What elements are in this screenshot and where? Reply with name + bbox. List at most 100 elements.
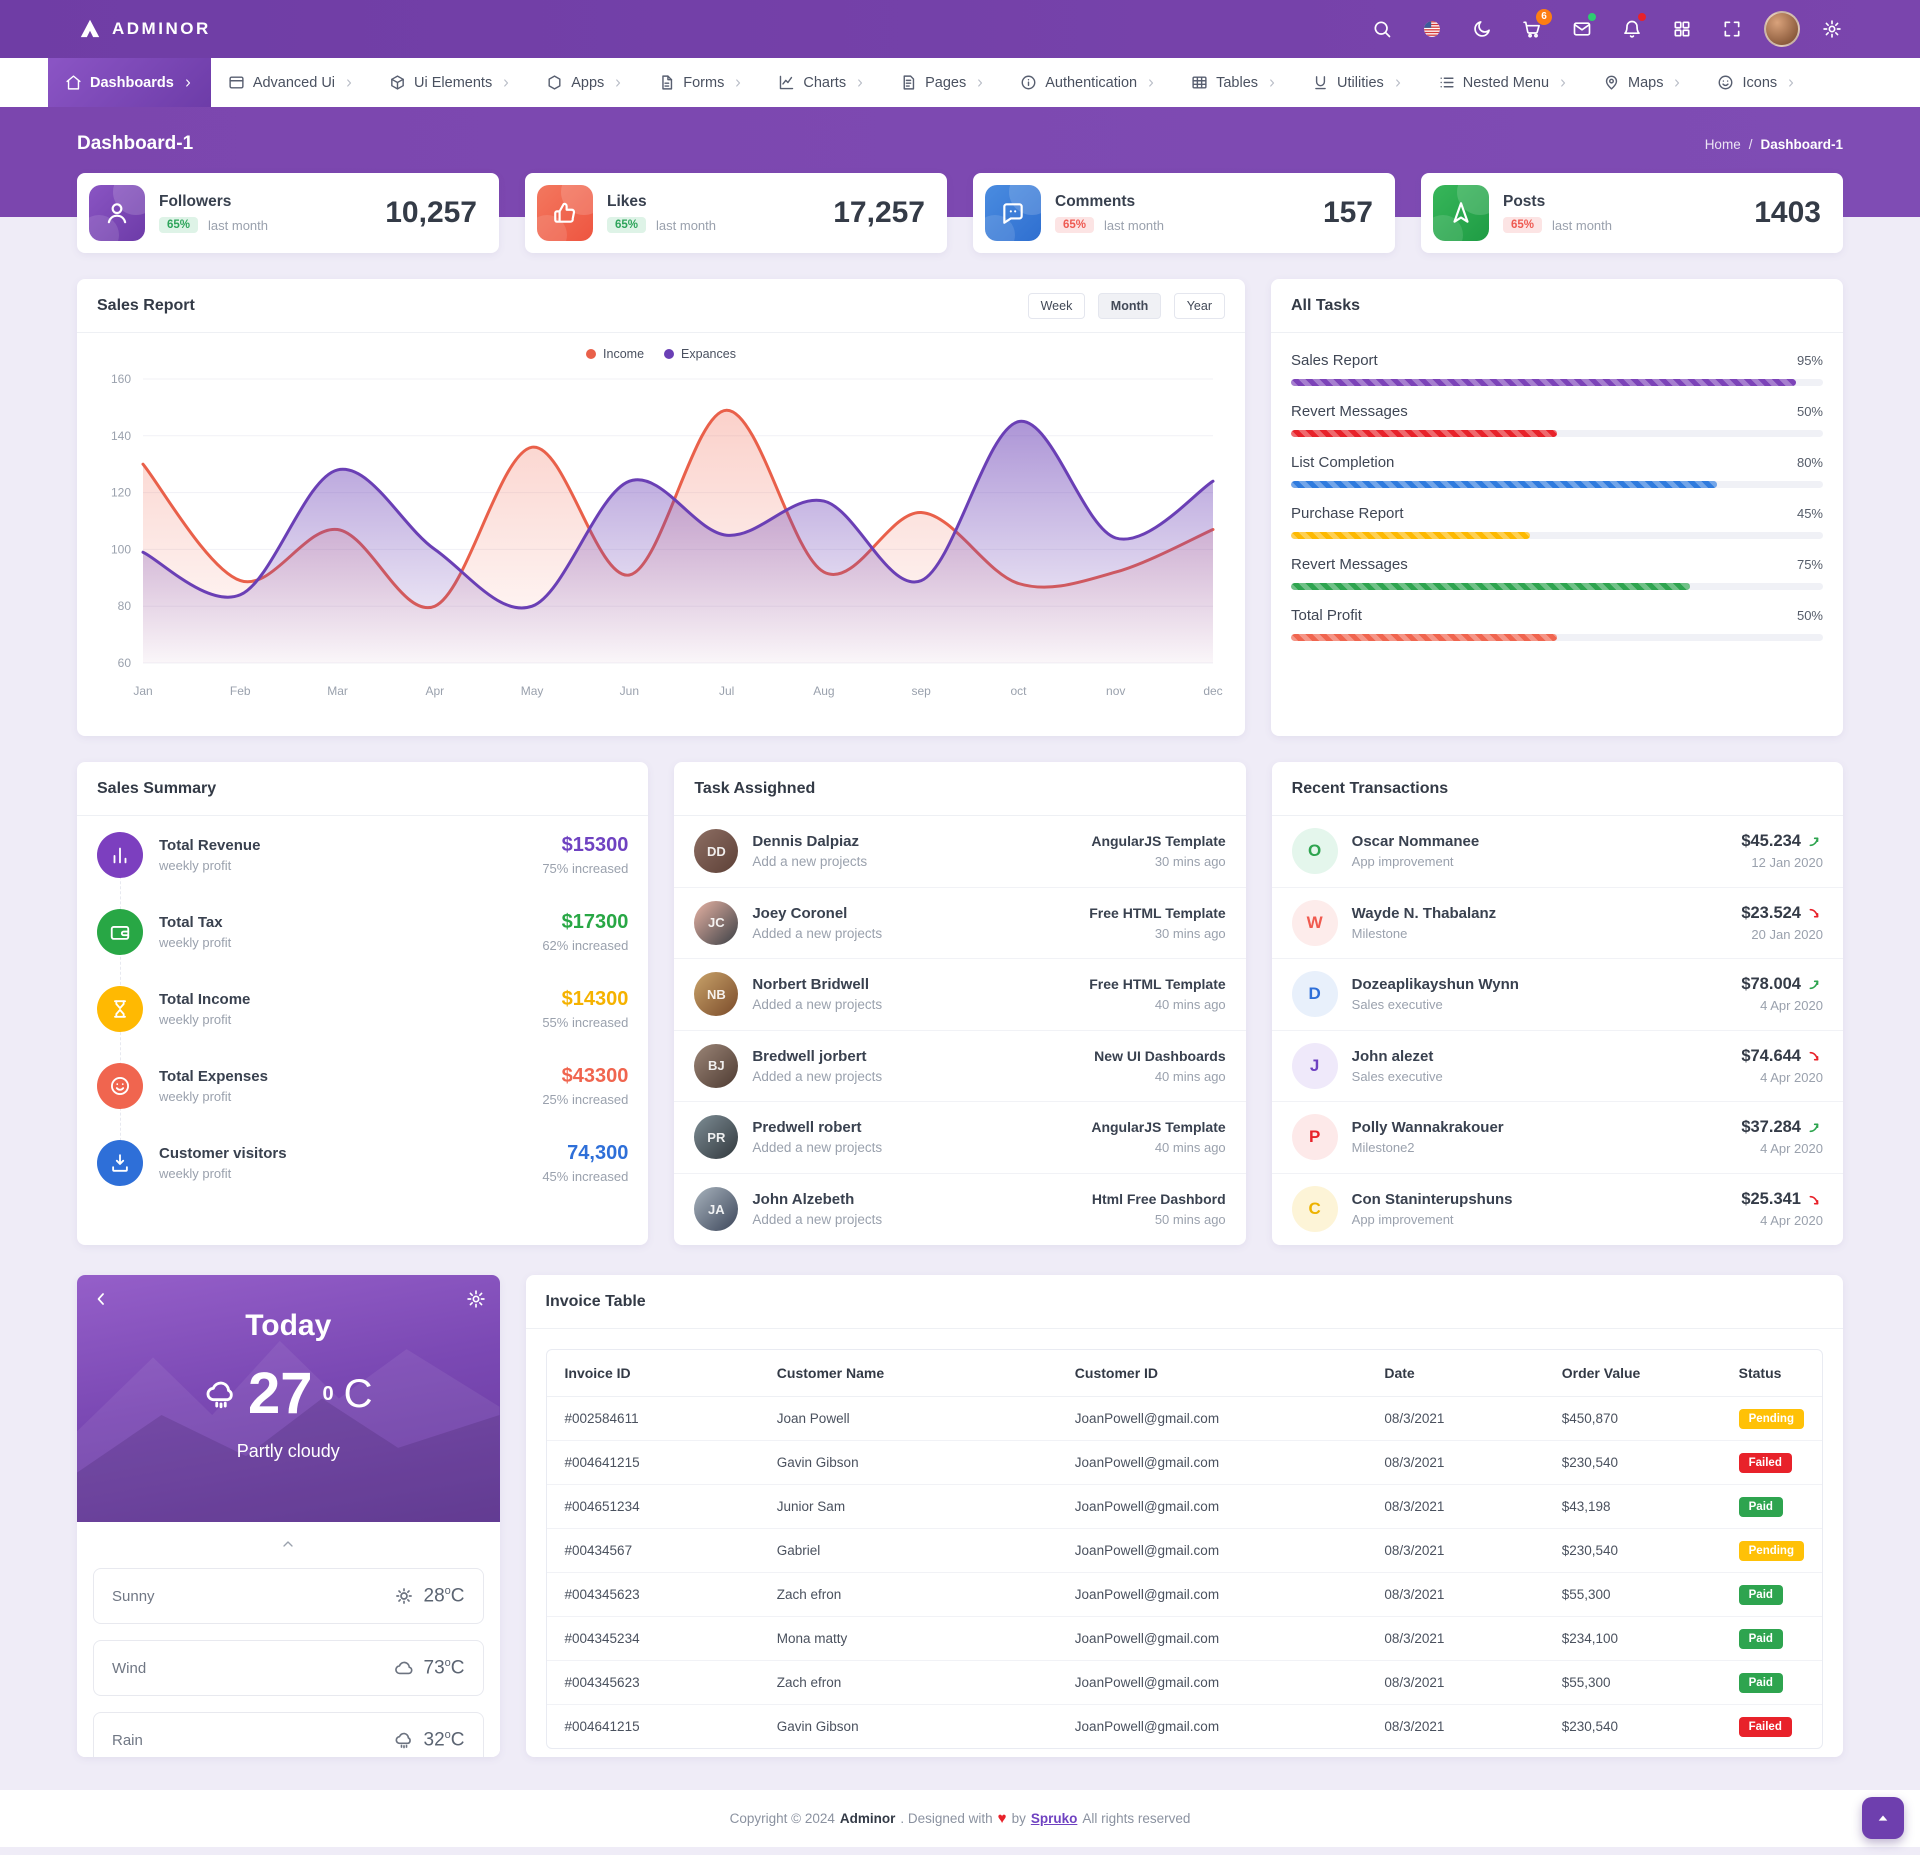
summary-sub: 75% increased <box>542 860 629 876</box>
scroll-to-top-button[interactable] <box>1862 1797 1904 1839</box>
summary-caption: weekly profit <box>159 934 232 950</box>
all-tasks-card: All Tasks Sales Report 95% <box>1271 279 1843 736</box>
task-assigned-title: Task Assighned <box>694 779 816 797</box>
transaction-row: P Polly Wannakrakouer Milestone2 $37.284… <box>1271 1102 1843 1174</box>
breadcrumb-home[interactable]: Home <box>1704 136 1741 152</box>
weather-collapse-button[interactable] <box>280 1536 296 1552</box>
nav-icons[interactable]: Icons <box>1700 58 1814 107</box>
status-badge: Failed <box>1738 1716 1792 1737</box>
apps-grid[interactable] <box>1664 11 1700 47</box>
weather-row: Wind 73oC <box>93 1640 484 1696</box>
user-avatar[interactable] <box>1764 11 1800 47</box>
table-row: #004345623 Zach efron JoanPowell@gmail.c… <box>546 1660 1822 1705</box>
spruko-link[interactable]: Spruko <box>1030 1811 1078 1826</box>
task-label: Revert Messages <box>1291 556 1408 573</box>
arrow-down-icon <box>1807 1192 1823 1208</box>
summary-row: Total Income weekly profit $14300 55% in… <box>97 970 628 1047</box>
summary-sub: 62% increased <box>542 937 629 953</box>
nav-utilities[interactable]: Utilities <box>1295 58 1421 107</box>
chevron-right-icon <box>343 77 355 89</box>
nav-dashboards[interactable]: Dashboards <box>48 58 211 107</box>
summary-sub: 45% increased <box>542 1168 629 1184</box>
weather-temp: 27 0 C <box>77 1365 500 1423</box>
nav-apps[interactable]: Apps <box>529 58 641 107</box>
language[interactable] <box>1414 11 1450 47</box>
page-icon <box>900 74 917 91</box>
task-progress-row: Revert Messages 75% <box>1291 556 1823 590</box>
legend-item[interactable]: Expances <box>664 347 736 361</box>
nav-forms[interactable]: Forms <box>641 58 761 107</box>
nav-pages[interactable]: Pages <box>883 58 1003 107</box>
nav-nested-menu[interactable]: Nested Menu <box>1421 58 1586 107</box>
customer-name: Gabriel <box>758 1528 1057 1573</box>
nav-maps[interactable]: Maps <box>1586 58 1700 107</box>
nav-tables[interactable]: Tables <box>1174 58 1295 107</box>
summary-icon-circle <box>97 1139 143 1186</box>
search[interactable] <box>1364 11 1400 47</box>
summary-row: Total Revenue weekly profit $15300 75% i… <box>97 816 628 893</box>
chevron-right-icon <box>500 77 512 89</box>
summary-caption: weekly profit <box>159 1011 232 1027</box>
customer-id: JoanPowell@gmail.com <box>1056 1572 1367 1617</box>
chevron-right-icon <box>854 77 866 89</box>
fullscreen[interactable] <box>1714 11 1750 47</box>
customer-name: Mona matty <box>758 1616 1057 1661</box>
transaction-amount: $25.341 <box>1741 1190 1823 1209</box>
range-tab[interactable]: Year <box>1173 292 1225 319</box>
chart-legend: Income Expances <box>77 333 1245 361</box>
task-assigned-card: Task Assighned DD Dennis Dalpiaz Add a n… <box>674 762 1246 1245</box>
messages[interactable] <box>1564 11 1600 47</box>
avatar: JA <box>694 1187 739 1232</box>
summary-row: Customer visitors weekly profit 74,300 4… <box>97 1124 628 1201</box>
weather-back-button[interactable] <box>91 1289 111 1309</box>
summary-value: $17300 <box>561 910 629 933</box>
stat-icon-tile <box>985 185 1041 241</box>
weather-row-label: Sunny <box>112 1587 155 1605</box>
cart[interactable]: 6 <box>1514 9 1552 47</box>
stat-caption: last month <box>656 217 717 233</box>
customer-name: Gavin Gibson <box>776 1719 859 1734</box>
stat-followers: Followers 65% last month 10,257 <box>77 173 499 253</box>
footer-brand: Adminor <box>839 1811 896 1826</box>
underline-icon <box>1312 74 1329 91</box>
legend-item[interactable]: Income <box>586 347 644 361</box>
stat-value: 10,257 <box>385 196 477 229</box>
range-tab[interactable]: Month <box>1097 292 1162 319</box>
progress-fill <box>1291 379 1797 386</box>
nav-charts[interactable]: Charts <box>761 58 883 107</box>
progress-track <box>1291 481 1823 488</box>
range-tab[interactable]: Week <box>1027 292 1086 319</box>
nav-authentication[interactable]: Authentication <box>1003 58 1174 107</box>
transaction-role: Milestone <box>1351 925 1408 941</box>
person-name: Bredwell jorbert <box>752 1047 867 1065</box>
cloud-icon <box>394 1658 414 1678</box>
chat-icon <box>1000 200 1026 226</box>
progress-fill <box>1291 481 1717 488</box>
task-percent: 75% <box>1796 557 1823 572</box>
nav-ui-elements[interactable]: Ui Elements <box>372 58 529 107</box>
all-tasks-title: All Tasks <box>1291 296 1361 314</box>
sales-report-title: Sales Report <box>97 296 195 314</box>
progress-track <box>1291 430 1823 437</box>
status-badge: Paid <box>1738 1628 1783 1649</box>
transaction-amount: $78.004 <box>1741 975 1823 994</box>
column-header: Customer ID <box>1056 1350 1367 1397</box>
arrow-down-icon <box>1807 1048 1823 1064</box>
nav-advanced-ui[interactable]: Advanced Ui <box>211 58 372 107</box>
weather-settings-button[interactable] <box>466 1289 486 1309</box>
person-name: Predwell robert <box>752 1119 862 1137</box>
stat-label: Followers <box>159 193 232 210</box>
logo[interactable]: ADMINOR <box>77 16 211 42</box>
time-ago: 50 mins ago <box>1154 1212 1226 1228</box>
chevron-left-icon <box>91 1289 111 1309</box>
settings-button[interactable] <box>1814 11 1850 47</box>
transaction-role: App improvement <box>1351 1212 1454 1228</box>
moon-icon <box>1472 19 1492 39</box>
transaction-date: 4 Apr 2020 <box>1760 1141 1823 1157</box>
time-ago: 30 mins ago <box>1154 925 1226 941</box>
dark-mode[interactable] <box>1464 11 1500 47</box>
notifications[interactable] <box>1614 11 1650 47</box>
person-name: John Alzebeth <box>752 1191 855 1209</box>
assigned-task-row: JC Joey Coronel Added a new projects Fre… <box>674 888 1246 959</box>
progress-track <box>1291 583 1823 590</box>
